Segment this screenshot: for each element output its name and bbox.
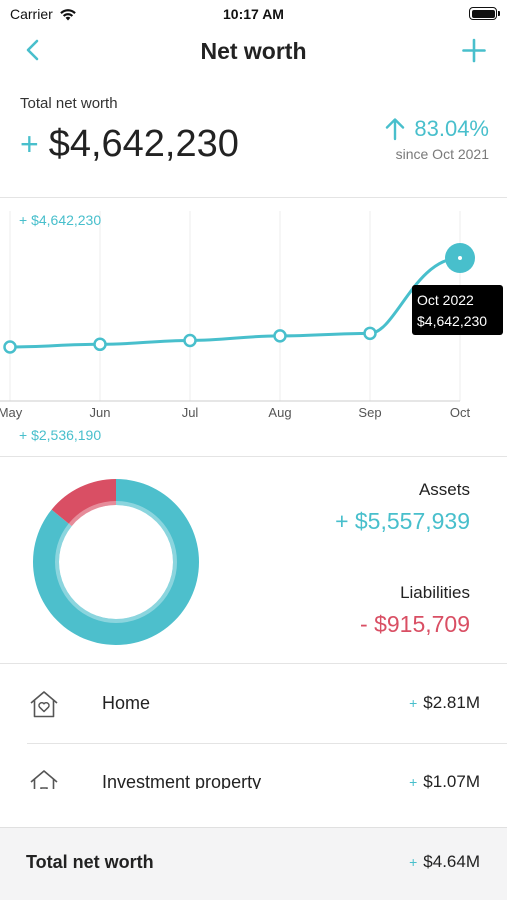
list-item-value: $1.07M [423,772,480,789]
wifi-icon [59,8,76,20]
battery-icon [469,7,500,20]
divider [27,743,507,744]
data-point [93,337,107,352]
asset-list: Home + $2.81M Investment property + $1.07M [0,665,507,789]
series-line [8,256,462,349]
change-percent: 83.04% [414,116,489,141]
min-value-label: + $2,536,190 [19,427,101,443]
footer-amount: + $4.64M [409,852,480,872]
footer-label: Total net worth [26,852,154,872]
list-item-amount: + $2.81M [409,693,480,713]
page-title: Net worth [200,38,307,64]
x-tick-label: Sep [358,405,381,420]
add-button[interactable] [459,36,489,66]
status-carrier: Carrier [10,6,77,22]
summary-amount: $4,642,230 [48,123,239,165]
x-tick-label: Oct [450,405,471,420]
nav-bar: Net worth [0,30,507,74]
plus-icon [462,38,486,63]
liabilities-value: - $915,709 [360,611,470,637]
list-item-sign: + [409,774,418,789]
data-point [363,326,377,341]
list-item-value: $2.81M [423,693,480,712]
status-bar: Carrier 10:17 AM [0,0,507,30]
data-point [273,329,287,343]
list-item-home[interactable]: Home + $2.81M [0,665,507,744]
x-tick-label: Jul [182,405,199,420]
max-value-label: + $4,642,230 [19,212,101,228]
line-chart[interactable]: + $4,642,230 + $2,536,190 May Jun Jul Aug Sep O… [0,199,507,457]
assets-stat: Assets + $5,557,939 [335,480,470,535]
list-item-investment-property[interactable]: Investment property + $1.07M [0,744,507,789]
assets-label: Assets [418,480,470,499]
tooltip-date: Oct 2022 [417,292,474,308]
donut-inner-ring [55,501,177,623]
assets-liabilities-breakdown: Assets + $5,557,939 Liabilities - $915,7… [0,458,507,664]
x-tick-label: Aug [268,405,291,420]
liabilities-stat: Liabilities - $915,709 [360,583,470,638]
house-icon [30,770,58,789]
summary-value: + $4,642,230 [20,122,239,166]
data-point-highlight-center [458,256,462,260]
list-item-sign: + [409,695,418,711]
donut-slice-liabilities [51,479,116,527]
donut-chart [33,479,200,645]
status-time: 10:17 AM [223,6,284,22]
list-item-name: Investment property [102,772,262,789]
data-point [183,333,197,348]
arrow-up-icon [386,118,405,141]
net-worth-chart[interactable]: + $4,642,230 + $2,536,190 May Jun Jul Aug Sep O… [0,199,507,457]
change-indicator: 83.04% since Oct 2021 [384,116,489,162]
assets-value: + $5,557,939 [335,508,470,534]
x-tick-label: May [0,405,23,420]
back-button[interactable] [18,36,48,66]
summary-label: Total net worth [20,95,118,112]
net-worth-summary: Total net worth + $4,642,230 83.04% sinc… [0,94,507,198]
change-since: since Oct 2021 [395,146,489,162]
list-item-amount: + $1.07M [409,772,480,789]
x-tick-label: Jun [90,405,111,420]
liabilities-label: Liabilities [400,583,470,602]
footer-sign: + [409,854,418,870]
home-heart-icon [30,691,58,718]
list-item-name: Home [102,693,151,713]
tooltip-box [412,285,503,335]
carrier-label: Carrier [10,6,53,22]
donut-slice-assets [33,479,200,645]
tooltip-value: $4,642,230 [417,313,487,329]
chevron-left-icon [26,39,39,61]
total-footer: Total net worth + $4.64M [0,827,507,900]
footer-value: $4.64M [423,852,480,871]
data-point [3,340,17,354]
summary-sign: + [20,126,39,162]
